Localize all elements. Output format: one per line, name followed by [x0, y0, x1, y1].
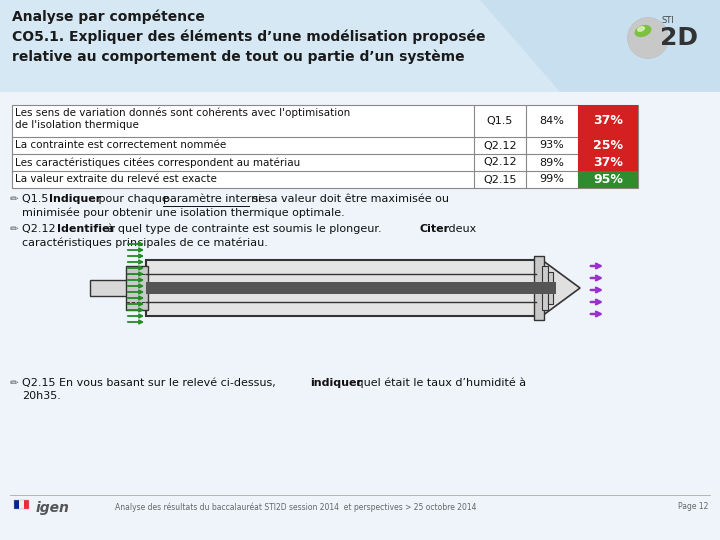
FancyBboxPatch shape [90, 280, 128, 296]
FancyBboxPatch shape [578, 171, 638, 188]
Circle shape [628, 18, 668, 58]
Text: Analyse des résultats du baccalauréat STI2D session 2014  et perspectives > 25 o: Analyse des résultats du baccalauréat ST… [115, 502, 477, 511]
Text: La contrainte est correctement nommée: La contrainte est correctement nommée [15, 140, 226, 150]
FancyBboxPatch shape [126, 266, 148, 310]
Text: Citer: Citer [419, 224, 449, 234]
Text: Indiquer: Indiquer [49, 194, 102, 204]
Text: 95%: 95% [593, 173, 623, 186]
Text: 89%: 89% [539, 158, 564, 167]
Text: ✏: ✏ [10, 378, 19, 388]
Text: 37%: 37% [593, 114, 623, 127]
Polygon shape [542, 260, 580, 316]
Text: de l'isolation thermique: de l'isolation thermique [15, 120, 139, 130]
Text: Q2.12: Q2.12 [483, 158, 517, 167]
Text: paramètre interne: paramètre interne [163, 194, 265, 205]
FancyBboxPatch shape [0, 92, 720, 540]
FancyBboxPatch shape [14, 500, 19, 509]
Text: 93%: 93% [539, 140, 564, 151]
Text: Q2.12: Q2.12 [22, 224, 59, 234]
FancyBboxPatch shape [12, 105, 638, 188]
Text: Q2.15: Q2.15 [483, 174, 517, 185]
FancyBboxPatch shape [146, 282, 556, 294]
FancyBboxPatch shape [542, 266, 548, 310]
FancyBboxPatch shape [578, 154, 638, 171]
Text: pour chaque: pour chaque [95, 194, 172, 204]
Text: STI: STI [662, 16, 675, 25]
Text: ✏: ✏ [10, 224, 19, 234]
Ellipse shape [635, 25, 651, 36]
Ellipse shape [638, 27, 644, 31]
Text: Identifier: Identifier [57, 224, 115, 234]
Text: Les caractéristiques citées correspondent au matériau: Les caractéristiques citées corresponden… [15, 157, 300, 167]
FancyBboxPatch shape [548, 272, 553, 304]
FancyBboxPatch shape [0, 0, 720, 92]
Text: Analyse par compétence: Analyse par compétence [12, 10, 205, 24]
FancyBboxPatch shape [19, 500, 24, 509]
Text: Q1.5: Q1.5 [487, 116, 513, 126]
Text: si sa valeur doit être maximisée ou: si sa valeur doit être maximisée ou [249, 194, 449, 204]
Text: 20h35.: 20h35. [22, 391, 61, 401]
FancyBboxPatch shape [578, 105, 638, 137]
Text: caractéristiques principales de ce matériau.: caractéristiques principales de ce matér… [22, 237, 268, 247]
FancyBboxPatch shape [534, 256, 544, 320]
Text: La valeur extraite du relevé est exacte: La valeur extraite du relevé est exacte [15, 174, 217, 184]
Text: minimisée pour obtenir une isolation thermique optimale.: minimisée pour obtenir une isolation the… [22, 207, 345, 218]
Text: Q2.12: Q2.12 [483, 140, 517, 151]
Text: à quel type de contrainte est soumis le plongeur.: à quel type de contrainte est soumis le … [104, 224, 385, 234]
Circle shape [628, 18, 668, 58]
Text: indiquer: indiquer [310, 378, 362, 388]
FancyBboxPatch shape [24, 500, 29, 509]
FancyBboxPatch shape [146, 260, 536, 316]
Text: relative au comportement de tout ou partie d’un système: relative au comportement de tout ou part… [12, 50, 464, 64]
Text: 25%: 25% [593, 139, 623, 152]
Text: 99%: 99% [539, 174, 564, 185]
Text: deux: deux [445, 224, 476, 234]
Text: 37%: 37% [593, 156, 623, 169]
Text: ✏: ✏ [10, 194, 19, 204]
Text: 84%: 84% [539, 116, 564, 126]
Polygon shape [480, 0, 720, 92]
Text: Q1.5: Q1.5 [22, 194, 52, 204]
Text: Page 12: Page 12 [678, 502, 708, 511]
Text: Q2.15 En vous basant sur le relevé ci-dessus,: Q2.15 En vous basant sur le relevé ci-de… [22, 378, 279, 388]
Text: quel était le taux d’humidité à: quel était le taux d’humidité à [353, 378, 526, 388]
FancyBboxPatch shape [578, 137, 638, 154]
Text: CO5.1. Expliquer des éléments d’une modélisation proposée: CO5.1. Expliquer des éléments d’une modé… [12, 30, 485, 44]
Text: 2D: 2D [660, 26, 698, 50]
Text: igen: igen [36, 501, 70, 515]
Text: Les sens de variation donnés sont cohérents avec l'optimisation: Les sens de variation donnés sont cohére… [15, 108, 350, 118]
